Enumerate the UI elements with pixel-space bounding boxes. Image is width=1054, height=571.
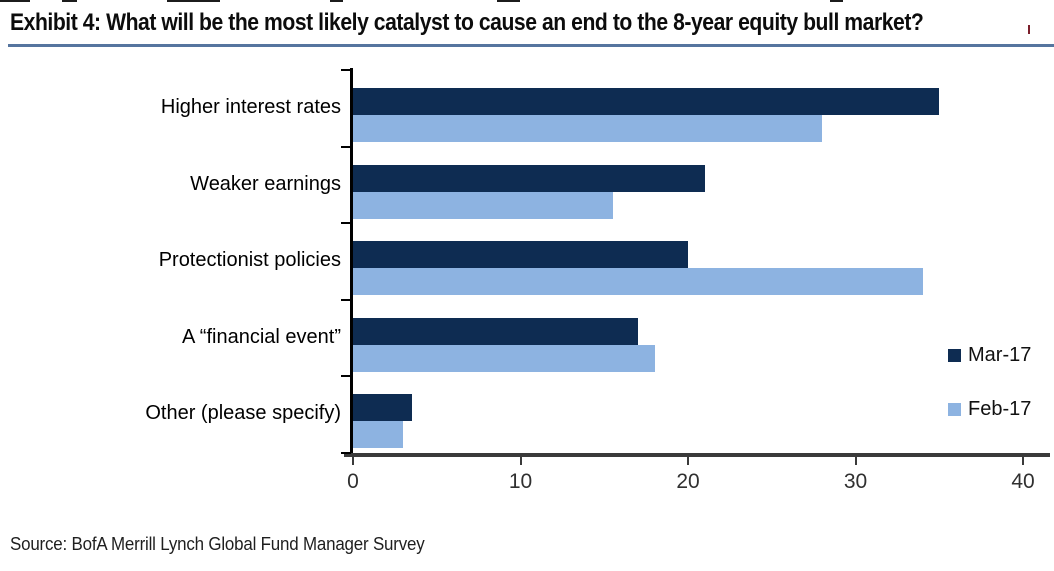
crop-artifact [0,0,30,2]
x-axis-tick [1022,457,1024,465]
title-underline-rule [8,44,1054,47]
category-label: A “financial event” [182,325,341,348]
y-axis-category-tick [341,298,351,301]
category-label: Other (please specify) [145,402,341,425]
category-label: Higher interest rates [160,96,341,118]
x-axis-tick-label: 30 [843,470,868,493]
bar-feb-17 [353,115,822,142]
legend-label-mar-17: Mar-17 [968,344,1032,366]
x-axis-tick [687,457,689,465]
x-axis-tick-label: 20 [676,470,700,493]
x-axis-tick-label: 40 [1011,470,1035,493]
x-axis-tick [854,457,857,465]
y-axis-category-tick [341,69,351,71]
crop-artifact [167,0,220,2]
y-axis-category-tick [341,452,351,454]
crop-artifact-red [1028,25,1030,34]
x-axis-tick-label: 0 [347,470,359,493]
legend-entry-mar-17: Mar-17 [948,344,1031,367]
y-axis-category-tick [341,222,351,225]
bar-mar-17 [353,164,705,192]
x-axis-tick [352,457,354,465]
bar-mar-17 [353,317,638,345]
category-label: Protectionist policies [158,249,341,272]
exhibit-title: Exhibit 4: What will be the most likely … [10,9,924,36]
bar-feb-17 [353,344,655,372]
bar-feb-17 [353,421,403,449]
legend-label-feb-17: Feb-17 [968,398,1032,420]
bar-mar-17 [353,394,412,422]
x-axis-tick [519,457,522,465]
crop-artifact [830,0,843,2]
y-axis-category-tick [341,375,351,378]
legend-swatch-feb-17 [948,403,961,416]
y-axis-line [350,68,353,457]
crop-artifact [330,0,343,2]
category-label: Weaker earnings [190,172,341,195]
crop-artifact [497,0,520,2]
bar-feb-17 [353,191,613,219]
bar-mar-17 [353,88,939,115]
source-note: Source: BofA Merrill Lynch Global Fund M… [10,534,425,554]
crop-artifact [62,0,77,2]
bar-feb-17 [353,268,923,296]
legend-entry-feb-17: Feb-17 [948,398,1031,421]
bar-mar-17 [353,241,688,269]
y-axis-category-tick [341,145,351,148]
legend-swatch-mar-17 [948,349,961,362]
x-axis-line [344,453,1050,457]
x-axis-tick-label: 10 [508,470,533,493]
